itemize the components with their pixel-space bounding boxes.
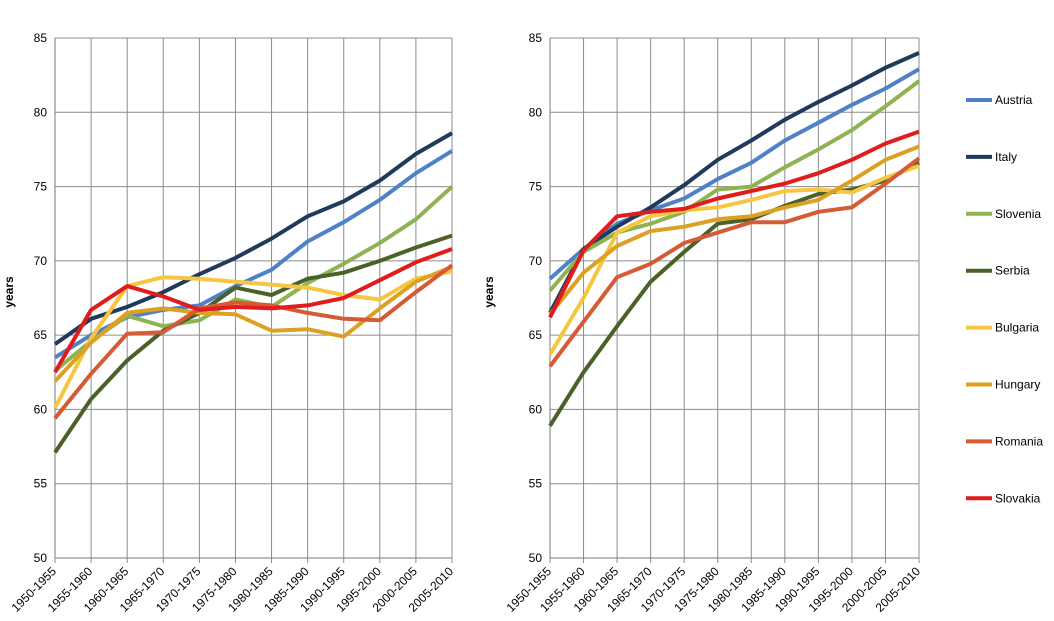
legend-label-italy: Italy	[995, 150, 1017, 164]
y-tick-label: 60	[34, 402, 48, 416]
series-line-italy	[53, 131, 453, 346]
y-tick-label: 50	[529, 551, 543, 565]
series-line-hungary	[548, 144, 920, 316]
series-line-romania	[548, 156, 921, 368]
series-line-italy	[548, 51, 920, 314]
legend-label-slovakia: Slovakia	[995, 491, 1041, 505]
y-tick-label: 65	[34, 328, 48, 342]
y-axis-label: years	[482, 276, 496, 308]
y-tick-label: 85	[529, 31, 543, 45]
legend-label-romania: Romania	[995, 434, 1043, 448]
legend-label-slovenia: Slovenia	[995, 207, 1041, 221]
y-tick-label: 65	[529, 328, 543, 342]
y-tick-label: 75	[529, 180, 543, 194]
y-tick-label: 55	[529, 477, 543, 491]
series-line-slovakia	[548, 129, 920, 319]
legend-label-hungary: Hungary	[995, 378, 1040, 392]
y-tick-label: 85	[34, 31, 48, 45]
y-axis-label: years	[2, 276, 16, 308]
legend-label-bulgaria: Bulgaria	[995, 321, 1039, 335]
y-tick-label: 80	[34, 105, 48, 119]
series-line-slovakia	[53, 247, 453, 374]
y-tick-label: 70	[529, 254, 543, 268]
series-line-bulgaria	[53, 269, 453, 409]
legend: Austria Italy Slovenia Serbia Bulgaria Hungar…	[966, 93, 1043, 505]
y-tick-label: 60	[529, 402, 543, 416]
y-tick-label: 70	[34, 254, 48, 268]
series-line-slovenia	[548, 79, 921, 292]
series-line-romania	[53, 263, 454, 420]
y-tick-label: 55	[34, 477, 48, 491]
y-tick-label: 75	[34, 180, 48, 194]
y-tick-label: 80	[529, 105, 543, 119]
series-line-bulgaria	[548, 163, 920, 356]
legend-label-serbia: Serbia	[995, 264, 1030, 278]
series-line-austria	[548, 67, 920, 281]
chart-right-male: 50556065707580851950-19551955-19601960-1…	[482, 31, 923, 615]
y-tick-label: 50	[34, 551, 48, 565]
series-line-hungary	[53, 264, 453, 383]
series-line-serbia	[53, 233, 453, 454]
legend-label-austria: Austria	[995, 93, 1033, 107]
chart-left-female: 50556065707580851950-19551955-19601960-1…	[2, 31, 456, 615]
